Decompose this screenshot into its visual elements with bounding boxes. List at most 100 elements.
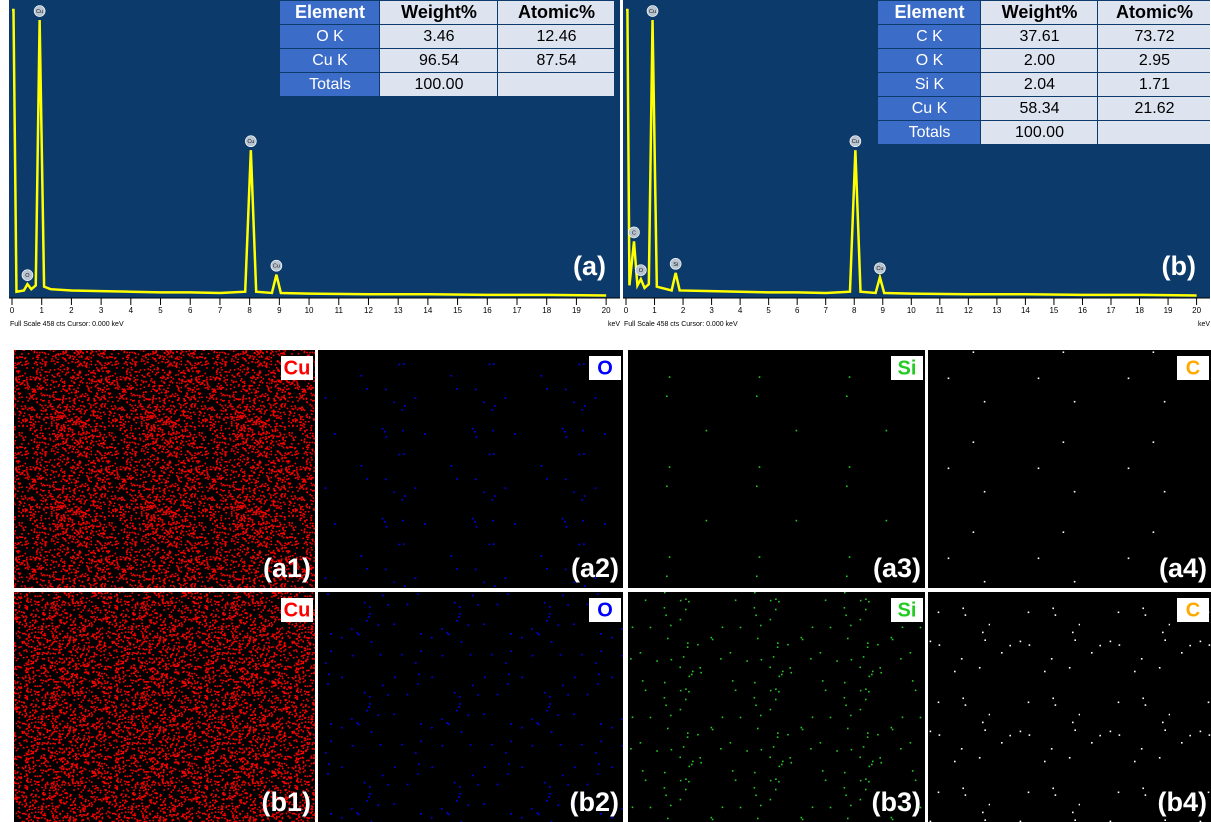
x-tick-label: 15 <box>1049 306 1058 315</box>
x-tick-label: 13 <box>992 306 1001 315</box>
table-cell-text: 100.00 <box>415 76 464 93</box>
panel-label: (a) <box>573 251 606 281</box>
x-tick-label: 7 <box>823 306 828 315</box>
table-cell <box>498 73 614 96</box>
x-tick-label: 13 <box>394 306 403 315</box>
table-cell-text: 2.04 <box>1024 76 1055 93</box>
x-tick-label: 11 <box>936 306 945 315</box>
peak-label: C <box>632 230 636 236</box>
peak-label: O <box>25 273 30 279</box>
map-label: (a1) <box>263 553 311 583</box>
element-label: Si <box>898 357 917 379</box>
table-cell-text: 96.54 <box>419 52 459 69</box>
x-tick-label: 15 <box>453 306 462 315</box>
table-cell-text: 87.54 <box>536 52 576 69</box>
x-tick-label: 2 <box>69 306 74 315</box>
x-tick-label: 10 <box>305 306 314 315</box>
table-cell-text: 12.46 <box>536 28 576 45</box>
element-label: C <box>1186 599 1200 621</box>
peak-label: Cu <box>247 139 254 145</box>
element-label: Cu <box>284 599 311 621</box>
element-label: O <box>597 599 613 621</box>
x-tick-label: 16 <box>483 306 492 315</box>
peak-label: O <box>639 268 644 274</box>
peak-label: Cu <box>876 266 883 272</box>
x-tick-label: 5 <box>158 306 163 315</box>
footer: Full Scale 458 cts Cursor: 0.000 keV <box>624 321 738 328</box>
element-label: O <box>597 357 613 379</box>
table-cell-text: Cu K <box>312 52 348 69</box>
x-tick-label: 9 <box>277 306 282 315</box>
x-tick-label: 18 <box>542 306 551 315</box>
table-cell-text: 73.72 <box>1134 28 1174 45</box>
peak-label: Cu <box>36 9 43 15</box>
x-tick-label: 1 <box>39 306 44 315</box>
table-cell-text: 1.71 <box>1139 76 1170 93</box>
map-label: (b1) <box>262 787 312 817</box>
x-tick-label: 7 <box>218 306 223 315</box>
x-tick-label: 18 <box>1135 306 1144 315</box>
table-cell-text: O K <box>916 52 944 69</box>
table-cell-text: 58.34 <box>1019 100 1059 117</box>
table-header: Element <box>894 2 964 22</box>
table-header: Element <box>295 2 365 22</box>
x-axis-label: keV <box>608 321 620 328</box>
element-label: C <box>1186 357 1200 379</box>
peak-label: Cu <box>852 139 859 145</box>
x-tick-label: 1 <box>652 306 657 315</box>
x-tick-label: 14 <box>423 306 432 315</box>
map-label: (b4) <box>1158 787 1208 817</box>
x-tick-label: 20 <box>1192 306 1201 315</box>
x-tick-label: 12 <box>364 306 373 315</box>
map-label: (a4) <box>1159 553 1207 583</box>
table-header: Atomic% <box>518 2 595 22</box>
table-header: Weight% <box>1002 2 1078 22</box>
x-tick-label: 6 <box>795 306 800 315</box>
x-tick-label: 4 <box>738 306 743 315</box>
map-label: (b3) <box>872 787 922 817</box>
x-tick-label: 8 <box>852 306 857 315</box>
table-header: Atomic% <box>1116 2 1193 22</box>
x-tick-label: 2 <box>681 306 686 315</box>
x-tick-label: 5 <box>766 306 771 315</box>
x-tick-label: 19 <box>572 306 581 315</box>
table-cell-text: Si K <box>915 76 945 93</box>
figure: 01234567891011121314151617181920Full Sca… <box>0 0 1211 822</box>
x-tick-label: 19 <box>1164 306 1173 315</box>
table-cell-text: Totals <box>909 124 951 141</box>
peak-label: Cu <box>649 9 656 15</box>
x-tick-label: 20 <box>602 306 611 315</box>
x-tick-label: 6 <box>188 306 193 315</box>
table-cell-text: 2.95 <box>1139 52 1170 69</box>
table-cell-text: C K <box>916 28 943 45</box>
x-tick-label: 9 <box>881 306 886 315</box>
table-cell-text: O K <box>316 28 344 45</box>
x-tick-label: 8 <box>247 306 252 315</box>
x-tick-label: 0 <box>624 306 629 315</box>
table-cell-text: Cu K <box>912 100 948 117</box>
x-axis-label: keV <box>1198 321 1210 328</box>
table-cell-text: 3.46 <box>423 28 454 45</box>
table-cell-text: 100.00 <box>1015 124 1064 141</box>
map-label: (a2) <box>571 553 619 583</box>
x-tick-label: 14 <box>1021 306 1030 315</box>
x-tick-label: 10 <box>907 306 916 315</box>
x-tick-label: 11 <box>335 306 344 315</box>
x-tick-label: 4 <box>129 306 134 315</box>
table-cell-text: 37.61 <box>1019 28 1059 45</box>
x-tick-label: 12 <box>964 306 973 315</box>
table-cell <box>1098 121 1210 144</box>
x-tick-label: 3 <box>99 306 104 315</box>
element-label: Si <box>898 599 917 621</box>
peak-label: Cu <box>273 264 280 270</box>
element-label: Cu <box>284 357 311 379</box>
x-tick-label: 16 <box>1078 306 1087 315</box>
x-tick-label: 0 <box>10 306 15 315</box>
table-cell-text: 21.62 <box>1134 100 1174 117</box>
peak-label: Si <box>673 262 678 268</box>
x-tick-label: 17 <box>513 306 522 315</box>
x-tick-label: 3 <box>709 306 714 315</box>
map-label: (b2) <box>570 787 620 817</box>
table-cell-text: Totals <box>309 76 351 93</box>
x-tick-label: 17 <box>1107 306 1116 315</box>
